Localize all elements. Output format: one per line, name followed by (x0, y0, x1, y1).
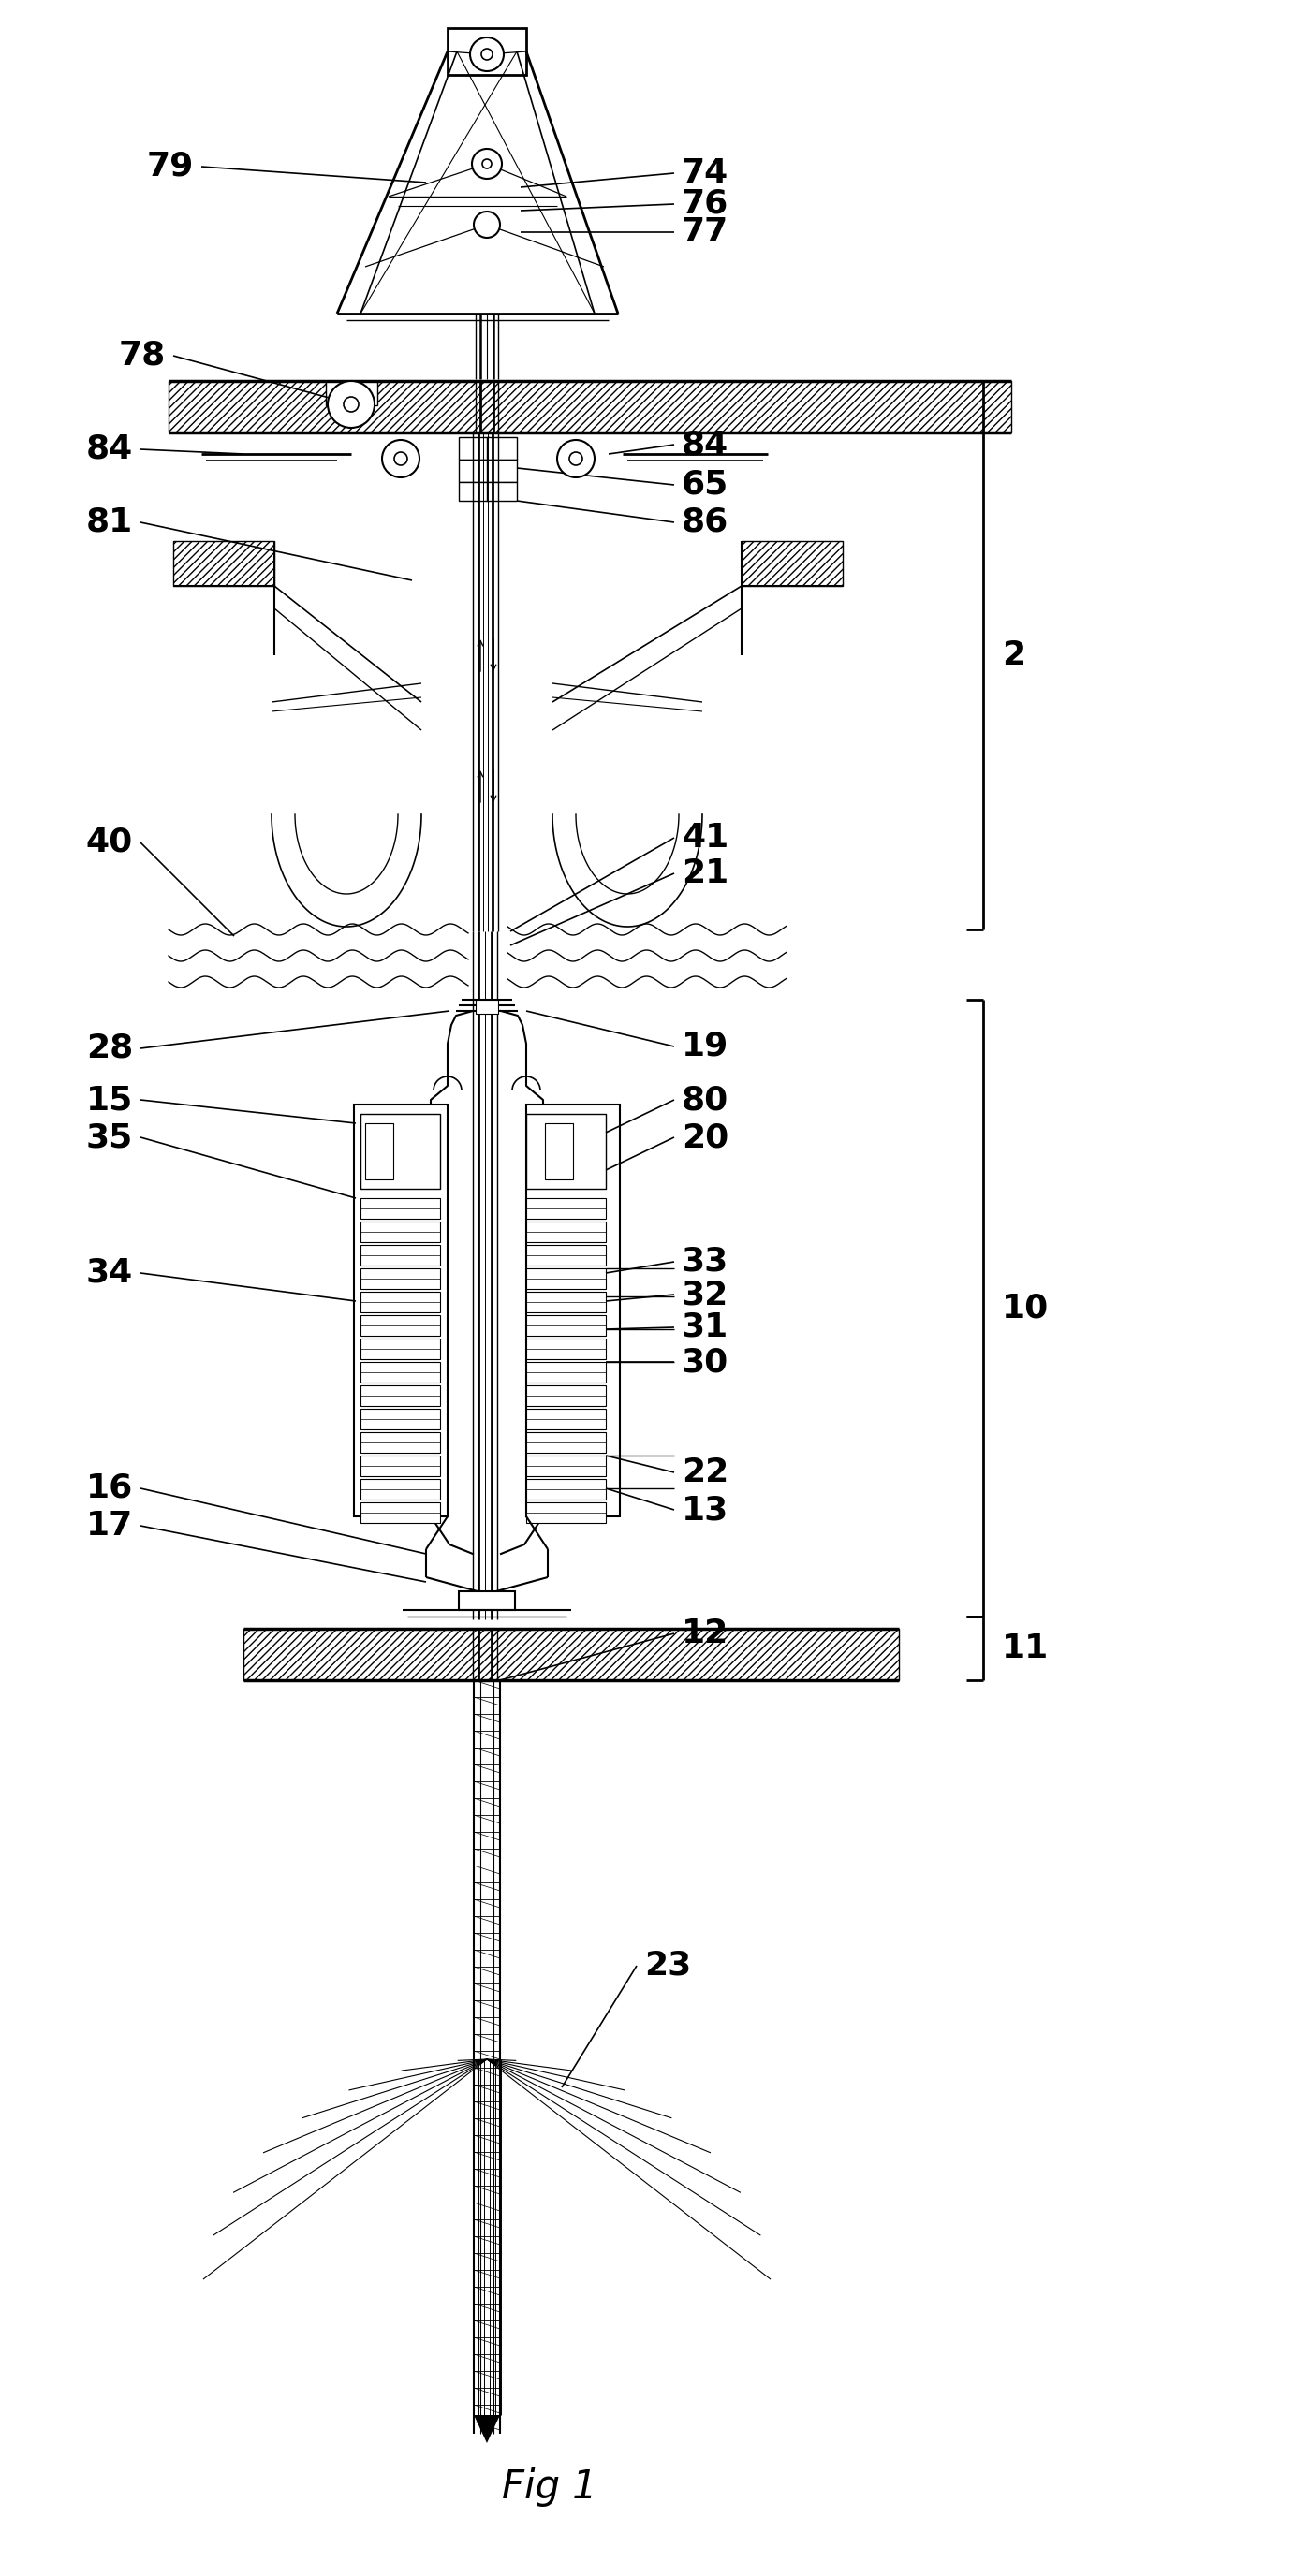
Text: 31: 31 (682, 1311, 729, 1342)
Text: 15: 15 (86, 1084, 134, 1115)
Bar (526, 1455, 606, 1476)
Circle shape (558, 440, 594, 477)
Bar (360, 1198, 440, 1218)
Circle shape (470, 39, 504, 72)
Bar (487, 482, 517, 500)
Bar (459, 482, 488, 500)
Bar (545, 1123, 573, 1180)
Bar (526, 1316, 606, 1337)
Text: 10: 10 (1001, 1293, 1049, 1324)
Bar (475, 999, 499, 1015)
Bar (169, 381, 1012, 433)
Text: 11: 11 (1001, 1633, 1049, 1664)
Bar (360, 1221, 440, 1242)
Bar (360, 1363, 440, 1383)
Circle shape (482, 49, 492, 59)
Text: 86: 86 (682, 507, 729, 538)
Bar (526, 1267, 606, 1288)
Text: 41: 41 (682, 822, 729, 853)
Polygon shape (474, 2416, 500, 2442)
Text: 34: 34 (86, 1257, 134, 1288)
Text: 20: 20 (682, 1121, 729, 1154)
Bar (459, 438, 488, 459)
Text: Fig 1: Fig 1 (503, 2468, 597, 2506)
Text: 33: 33 (682, 1247, 729, 1278)
Text: 84: 84 (86, 433, 134, 466)
Bar (360, 1386, 440, 1406)
Circle shape (327, 381, 374, 428)
Circle shape (474, 211, 500, 237)
Text: 74: 74 (682, 157, 729, 188)
Bar (360, 1479, 440, 1499)
Bar (360, 1244, 440, 1265)
Bar (526, 1432, 606, 1453)
Bar (360, 1316, 440, 1337)
Text: 22: 22 (682, 1455, 729, 1489)
Text: 35: 35 (86, 1121, 134, 1154)
Bar (526, 1479, 606, 1499)
Bar (360, 1291, 440, 1311)
Circle shape (569, 453, 583, 466)
Circle shape (473, 149, 501, 178)
Bar (526, 1244, 606, 1265)
Bar (526, 1502, 606, 1522)
Bar (448, 28, 526, 75)
Bar (459, 1592, 514, 1610)
Bar (326, 381, 377, 404)
Circle shape (482, 160, 492, 167)
Bar (360, 1502, 440, 1522)
Text: 77: 77 (682, 216, 729, 247)
Text: 65: 65 (682, 469, 729, 500)
Text: 23: 23 (644, 1950, 691, 1981)
Text: 84: 84 (682, 428, 729, 461)
Bar (487, 459, 517, 482)
Text: 12: 12 (682, 1618, 729, 1649)
Bar (526, 1113, 606, 1188)
Bar (173, 541, 275, 585)
Bar (526, 1198, 606, 1218)
Bar (365, 1123, 393, 1180)
Text: 30: 30 (682, 1347, 729, 1378)
Bar (526, 1409, 606, 1430)
Text: 21: 21 (682, 858, 729, 889)
Text: 40: 40 (86, 827, 134, 858)
Circle shape (382, 440, 419, 477)
Text: 19: 19 (682, 1030, 729, 1061)
Bar (526, 1105, 620, 1517)
Text: 32: 32 (682, 1278, 729, 1311)
Bar (459, 459, 488, 482)
Bar (487, 438, 517, 459)
Text: 13: 13 (682, 1494, 729, 1525)
Text: 76: 76 (682, 188, 729, 219)
Circle shape (394, 453, 407, 466)
Bar (360, 1409, 440, 1430)
Bar (353, 1105, 448, 1517)
Bar (360, 1113, 440, 1188)
Bar (526, 1291, 606, 1311)
Text: 78: 78 (119, 340, 166, 371)
Bar (526, 1363, 606, 1383)
Bar (526, 1340, 606, 1360)
Text: 17: 17 (86, 1510, 134, 1540)
Text: 28: 28 (86, 1033, 134, 1064)
Text: 79: 79 (147, 152, 194, 183)
Text: 80: 80 (682, 1084, 729, 1115)
Text: 81: 81 (86, 507, 134, 538)
Bar (243, 1628, 899, 1680)
Bar (360, 1267, 440, 1288)
Bar (526, 1386, 606, 1406)
Bar (360, 1455, 440, 1476)
Bar (360, 1340, 440, 1360)
Bar (526, 1221, 606, 1242)
Bar (360, 1432, 440, 1453)
Circle shape (344, 397, 359, 412)
Bar (742, 541, 843, 585)
Text: 16: 16 (86, 1473, 134, 1504)
Text: 2: 2 (1001, 639, 1025, 672)
